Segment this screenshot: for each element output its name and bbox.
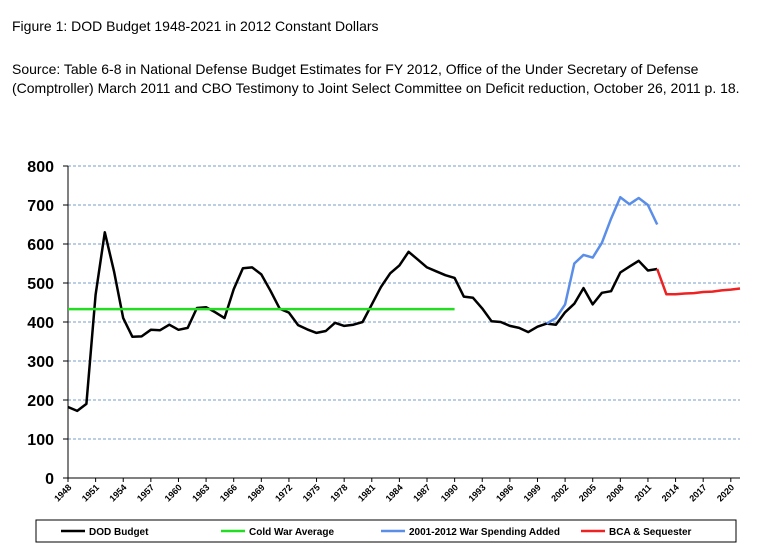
x-tick-label: 1978 [328, 482, 349, 503]
x-tick-label: 2014 [660, 482, 681, 503]
axes [63, 165, 740, 482]
x-tick-label: 1954 [107, 482, 128, 503]
x-tick-label: 1984 [384, 482, 405, 503]
y-tick-label: 0 [45, 471, 54, 488]
grid-lines [68, 165, 740, 440]
y-tick-label: 700 [27, 198, 54, 215]
y-tick-label: 300 [27, 354, 54, 371]
series-lines [67, 195, 741, 413]
y-tick-label: 600 [27, 237, 54, 254]
x-tick-label: 2008 [605, 482, 626, 503]
x-tick-label: 1966 [218, 482, 239, 503]
legend-label: 2001-2012 War Spending Added [409, 527, 560, 538]
legend: DOD Budget Cold War Average 2001-2012 War … [35, 519, 737, 543]
x-tick-label: 1960 [163, 482, 184, 503]
x-tick-label: 1972 [273, 482, 294, 503]
x-tick-label: 1987 [411, 482, 432, 503]
x-tick-label: 1951 [80, 482, 101, 503]
x-tick-label: 1999 [522, 482, 543, 503]
x-tick-label: 2020 [715, 482, 736, 503]
x-tick-label: 1996 [494, 482, 515, 503]
x-tick-label: 1981 [356, 482, 377, 503]
figure-source: Source: Table 6-8 in National Defense Bu… [12, 61, 740, 96]
x-tick-labels: 1948 1951 1954 1957 1960 1963 1966 1969 1972 1975… [52, 482, 736, 503]
y-tick-label: 400 [27, 315, 54, 332]
x-tick-label: 1975 [301, 482, 322, 503]
y-tick-label: 100 [27, 432, 54, 449]
x-tick-label: 1990 [439, 482, 460, 503]
x-tick-label: 1963 [190, 482, 211, 503]
x-tick-label: 1993 [466, 482, 487, 503]
series-line-bca-sequester [656, 268, 741, 296]
series-line-2001-2012-war-spending-added [546, 195, 659, 325]
y-tick-labels: 0 100 200 300 400 500 600 700 800 [27, 159, 54, 488]
legend-label: DOD Budget [89, 527, 149, 538]
x-tick-label: 2002 [549, 482, 570, 503]
x-tick-label: 1948 [52, 482, 73, 503]
y-tick-label: 200 [27, 393, 54, 410]
legend-label: BCA & Sequester [609, 527, 692, 538]
figure-title: Figure 1: DOD Budget 1948-2021 in 2012 C… [12, 18, 379, 34]
series-line-dod-budget [67, 231, 658, 413]
x-tick-label: 2005 [577, 482, 598, 503]
y-tick-label: 500 [27, 276, 54, 293]
legend-label: Cold War Average [249, 527, 334, 538]
x-tick-label: 1969 [245, 482, 266, 503]
y-tick-label: 800 [27, 159, 54, 176]
x-tick-label: 1957 [135, 482, 156, 503]
x-tick-label: 2017 [687, 482, 708, 503]
x-tick-label: 2011 [632, 482, 653, 503]
